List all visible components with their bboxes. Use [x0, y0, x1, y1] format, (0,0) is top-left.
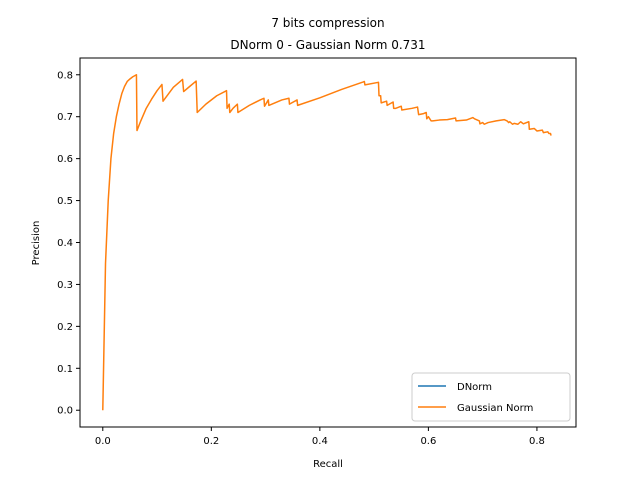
- y-tick-label: 0.5: [57, 196, 73, 207]
- x-tick-label: 0.0: [95, 436, 111, 447]
- x-axis-ticks: 0.0 0.2 0.4 0.6 0.8: [95, 427, 545, 447]
- x-tick-label: 0.6: [420, 436, 436, 447]
- y-tick-label: 0.4: [57, 238, 73, 249]
- y-tick-label: 0.6: [57, 154, 73, 165]
- y-axis-label: Precision: [31, 221, 42, 266]
- chart-title-line2: DNorm 0 - Gaussian Norm 0.731: [230, 38, 425, 52]
- y-tick-label: 0.7: [57, 112, 73, 123]
- y-tick-label: 0.2: [57, 322, 73, 333]
- legend-label-gaussian-norm: Gaussian Norm: [457, 403, 533, 414]
- chart-title-line1: 7 bits compression: [271, 16, 384, 30]
- y-tick-label: 0.0: [57, 406, 73, 417]
- legend-box: [411, 372, 571, 422]
- y-tick-label: 0.8: [57, 70, 73, 81]
- series-line-gaussian-norm: [102, 74, 552, 411]
- x-tick-label: 0.2: [203, 436, 219, 447]
- y-axis-ticks: 0.0 0.1 0.2 0.3 0.4 0.5 0.6 0.7 0.8: [57, 70, 80, 417]
- x-tick-label: 0.8: [529, 436, 545, 447]
- series-layer: [102, 74, 552, 411]
- x-tick-label: 0.4: [312, 436, 328, 447]
- legend-label-dnorm: DNorm: [457, 382, 492, 393]
- y-tick-label: 0.1: [57, 364, 73, 375]
- y-tick-label: 0.3: [57, 280, 73, 291]
- x-axis-label: Recall: [313, 459, 343, 470]
- plot-area: [80, 58, 576, 427]
- legend: DNorm Gaussian Norm: [411, 372, 571, 422]
- plot-frame: [79, 57, 577, 428]
